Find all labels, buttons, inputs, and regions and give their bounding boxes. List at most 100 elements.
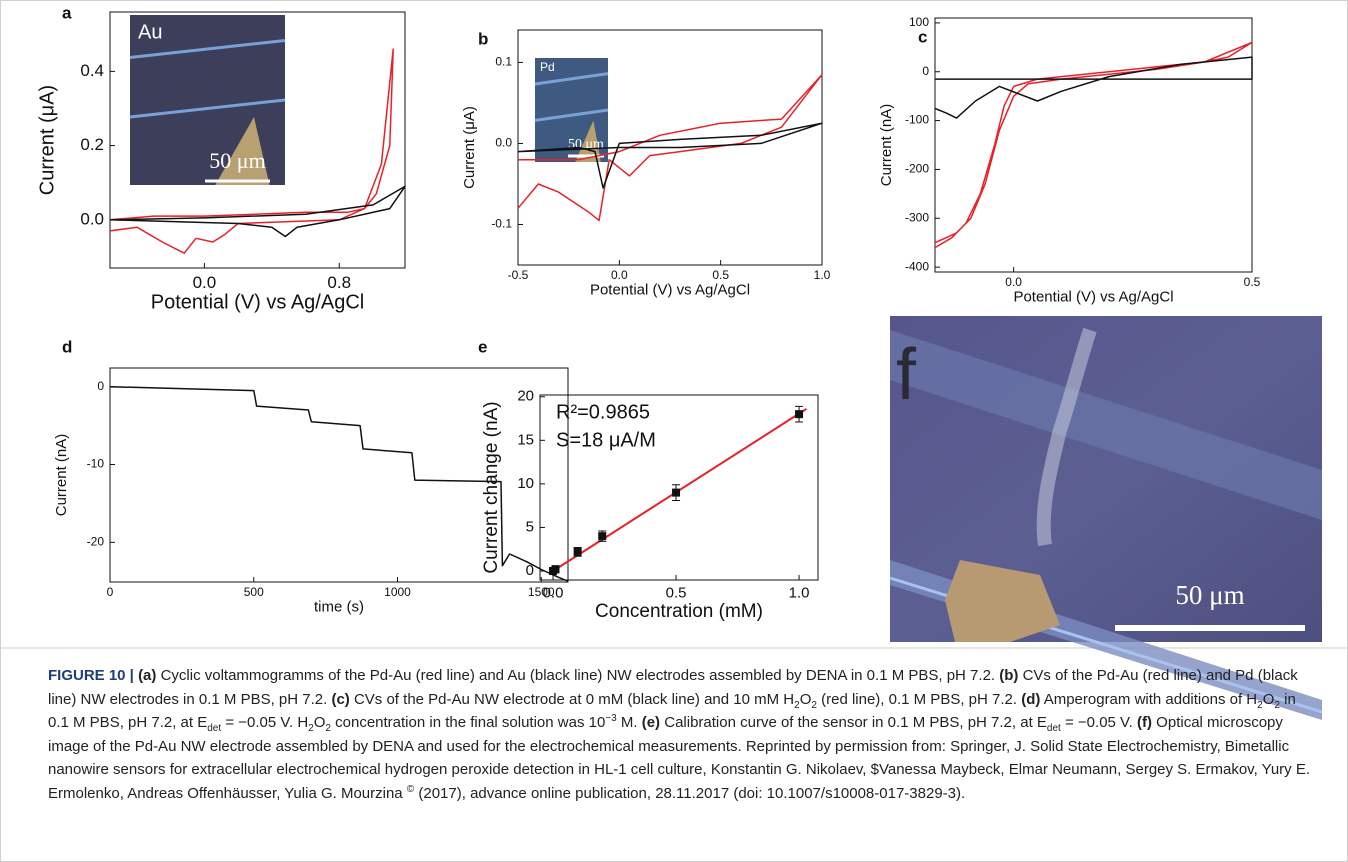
y-tick-label: 0.0 — [80, 209, 104, 228]
panel-label: e — [478, 337, 487, 356]
data-point — [573, 547, 582, 556]
y-tick-label: -0.1 — [491, 217, 512, 231]
caption-text: 2 — [794, 699, 800, 711]
y-tick-label: -400 — [905, 259, 929, 273]
curve — [109, 385, 569, 582]
caption-text: O — [313, 714, 326, 731]
caption-text: 2 — [308, 723, 314, 734]
caption-text: CVs of the Pd-Au NW electrode at 0 mM (b… — [349, 690, 795, 708]
y-axis-label: Current (μA) — [461, 106, 478, 189]
caption-text: © — [406, 783, 415, 795]
inset-electrode — [534, 108, 609, 122]
y-axis-label: Current (nA) — [878, 104, 895, 187]
data-point — [795, 410, 804, 419]
caption-text: Amperogram with additions of H — [1040, 690, 1258, 708]
y-tick-label: 5 — [526, 518, 534, 535]
caption-text: in 0.1 M PBS, pH 7.2, at E — [48, 690, 1296, 732]
caption-text: O — [1262, 690, 1275, 708]
y-tick-label: 100 — [909, 15, 929, 29]
panel-label: f — [896, 335, 917, 415]
x-axis-label: time (s) — [314, 598, 364, 615]
y-tick-label: 0 — [526, 562, 534, 579]
x-tick-label: 0.0 — [1005, 275, 1022, 289]
y-axis-label: Current (μA) — [36, 85, 58, 195]
curve — [517, 73, 823, 222]
curve — [109, 48, 394, 254]
y-tick-label: 15 — [517, 431, 534, 448]
inset-electrode — [129, 98, 286, 119]
caption-text: Calibration curve of the sensor in 0.1 M… — [660, 714, 1047, 731]
annotation: R²=0.9865 — [556, 401, 650, 423]
x-tick-label: 0.8 — [327, 273, 351, 292]
plot-frame — [539, 394, 819, 581]
caption-text: (d) — [1021, 690, 1041, 708]
panel-label: c — [918, 27, 927, 46]
caption-text: 2 — [325, 723, 331, 734]
caption-text: O — [799, 690, 812, 708]
y-tick-label: -300 — [905, 210, 929, 224]
x-axis-label: Potential (V) vs Ag/AgCl — [590, 281, 750, 298]
scale-label: 50 μm — [209, 148, 265, 173]
annotation: S=18 μA/M — [556, 429, 656, 451]
curve — [934, 56, 1253, 119]
y-tick-label: 0.4 — [80, 61, 104, 80]
panel-label: a — [62, 3, 72, 22]
y-axis-label: Current change (nA) — [481, 401, 502, 573]
x-tick-label: 500 — [244, 585, 264, 599]
x-tick-label: 1.0 — [789, 584, 810, 601]
inset-pad — [215, 117, 270, 185]
panel: c 0.0 0.5 -400 -300 -200 -100 0 100 Potential (V)… — [878, 15, 1261, 305]
y-tick-label: 0.2 — [80, 135, 104, 154]
panel: d 0 500 1000 1500 -20 -10 0 time (s) Current (nA) — [53, 337, 569, 615]
electrode-band — [890, 330, 1322, 520]
x-axis-label: Concentration (mM) — [595, 601, 763, 622]
inset-electrode — [534, 72, 609, 86]
caption-text: 2 — [1274, 699, 1280, 711]
panel-label: b — [478, 29, 488, 48]
plot-frame — [109, 11, 406, 269]
x-tick-label: 1.0 — [814, 268, 831, 282]
y-tick-label: -10 — [87, 457, 105, 471]
caption-text: CVs of the Pd-Au (red line) and Pd (blac… — [48, 667, 1298, 708]
data-point — [551, 565, 560, 574]
caption-text: M. — [616, 714, 642, 731]
y-tick-label: 10 — [517, 475, 534, 492]
y-tick-label: 0.0 — [495, 136, 512, 150]
plot-frame — [517, 29, 823, 266]
y-tick-label: 0.1 — [495, 55, 512, 69]
inset-electrode — [129, 39, 286, 59]
pad — [945, 560, 1060, 642]
caption-text: Optical microscopy image of the Pd-Au NW… — [48, 714, 1310, 802]
y-tick-label: 20 — [517, 388, 534, 405]
x-tick-label: 0.5 — [666, 584, 687, 601]
caption-text: concentration in the final solution was … — [330, 714, 606, 731]
panel-label: d — [62, 337, 72, 356]
caption-text: = −0.05 V. — [1060, 714, 1138, 731]
y-axis-label: Current (nA) — [53, 434, 70, 517]
curve — [934, 41, 1253, 249]
plot-frame — [934, 17, 1253, 273]
caption-text: det — [1046, 723, 1061, 734]
y-tick-label: 0 — [97, 379, 104, 393]
caption-text: = −0.05 V. H — [221, 714, 309, 731]
y-tick-label: 0 — [922, 64, 929, 78]
plot-frame — [109, 367, 569, 583]
x-tick-label: 0.5 — [712, 268, 729, 282]
panel-f: f 50 μm — [889, 316, 1323, 720]
caption-text: Cyclic voltammogramms of the Pd-Au (red … — [156, 667, 1000, 684]
x-axis-label: Potential (V) vs Ag/AgCl — [151, 291, 364, 313]
x-tick-label: -0.5 — [508, 268, 529, 282]
y-tick-label: -200 — [905, 162, 929, 176]
panel: e 0.0 0.5 1.0 0 5 10 15 20 Concentration (mM) Curr… — [478, 337, 819, 622]
curve — [517, 122, 823, 189]
x-tick-label: 1500 — [528, 585, 555, 599]
x-tick-label: 0 — [107, 585, 114, 599]
x-tick-label: 0.0 — [611, 268, 628, 282]
y-tick-label: -100 — [905, 113, 929, 127]
x-tick-label: 1000 — [384, 585, 411, 599]
caption-text: (e) — [641, 714, 661, 731]
caption-text: (f) — [1137, 714, 1153, 731]
caption-text: (c) — [331, 690, 350, 708]
